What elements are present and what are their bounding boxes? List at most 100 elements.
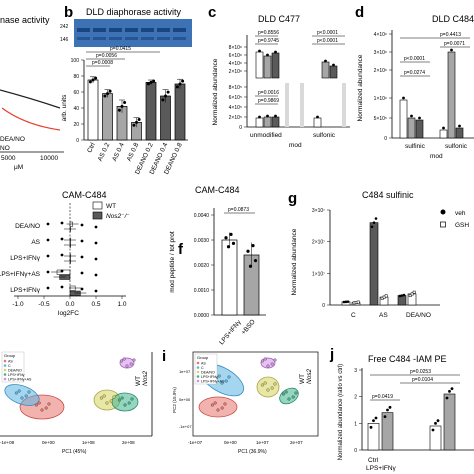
panel-h-xtick-0: -1e+08: [0, 440, 15, 445]
panel-b-ylabel: arb. units: [61, 94, 68, 121]
panel-c-ytick-label: 8×10⁶: [229, 45, 242, 51]
panel-h-legend-title: Group: [4, 353, 16, 358]
panel-i-legend-item-label: LPS+IFNγ: [201, 375, 218, 379]
panel-g-point: [342, 300, 346, 304]
panel-c-ytick-label: 6×10⁵: [229, 95, 242, 101]
panel-f-point: [246, 249, 250, 253]
panel-h-point: [112, 395, 116, 399]
panel-d-pvalue-2: p=0.0071: [444, 41, 465, 47]
panel-h-point: [17, 389, 21, 393]
panel-f-title: CAM-C484: [195, 185, 240, 195]
panel-g-y-ticks: 0 1×10⁷ 2×10⁷ 3×10⁷: [312, 208, 330, 309]
panel-b-marker-242: 242: [60, 24, 69, 30]
panel-b-point: [132, 123, 136, 127]
panel-j-point: [434, 421, 437, 425]
panel-b-marker-146: 146: [60, 37, 69, 43]
panel-i-point: [216, 408, 220, 412]
panel-d-pvalue-3: p<0.0001: [404, 56, 425, 62]
panel-e-point: [60, 237, 64, 241]
panel-i-point: [284, 390, 288, 394]
panel-b-point: [137, 118, 141, 122]
panel-d-point: [402, 96, 405, 100]
panel-h-point: [130, 397, 134, 401]
panel-b-xtick-label: AS 0.8: [126, 142, 141, 163]
panel-i-point: [273, 358, 277, 362]
panel-h-cluster-purple: [119, 357, 135, 369]
panel-g-ytick-label: 0: [322, 303, 325, 309]
panel-c-point: [324, 59, 327, 63]
panel-e-xtick-label: 0.0: [65, 301, 74, 308]
panel-a-line-dea: [0, 89, 61, 109]
panel-b-gel-band: [125, 37, 138, 40]
panel-h-points: [14, 357, 136, 412]
panel-e-category-label: LPS+IFNγ: [10, 287, 41, 294]
panel-i-point: [223, 402, 227, 406]
panel-g-xcat-c: C: [351, 312, 356, 319]
panel-d-bar: [415, 119, 424, 139]
panel-j-point: [372, 419, 375, 423]
panel-j-pvalue-1: p=0.0253: [410, 369, 431, 375]
panel-f-bar: [221, 239, 238, 316]
panel-i-label: i: [162, 348, 166, 365]
panel-j-bar: [367, 423, 380, 451]
panel-f: f CAM-C484 mod peptide / tot prot 0.0000…: [169, 185, 266, 346]
panel-i-cluster-yellow: [256, 376, 280, 398]
panel-i-point: [260, 383, 264, 387]
panel-f-ytick-label: 0.0000: [194, 313, 210, 319]
panel-c-xcat-unmodified: unmodified: [250, 132, 282, 139]
panel-d-point: [442, 126, 445, 130]
panel-c-ytick-label: 4×10⁶: [229, 61, 242, 67]
panel-j-ytick-label: 3: [354, 368, 357, 374]
panel-g-legend-gsh-marker: [440, 221, 446, 228]
panel-b-point: [91, 78, 95, 82]
panel-h-xtick-2: 1e+08: [82, 440, 95, 445]
panel-f-pvalue: p=0.0873: [228, 207, 249, 213]
panel-h-cluster-green: [111, 392, 139, 412]
panel-c-ytick-label: 8×10⁵: [229, 85, 242, 91]
panel-i-point: [263, 357, 267, 361]
panel-i-legend-item-label: LPS+IFNγ+AS: [201, 380, 225, 384]
panel-b-gel-band: [141, 37, 154, 40]
panel-f-ytick-label: 0.0040: [194, 213, 210, 219]
panel-h-point: [129, 362, 133, 366]
panel-b-point: [178, 82, 182, 86]
panel-a-xlabel: μM: [14, 164, 23, 171]
panel-b-bar: [145, 82, 157, 141]
panel-j-point: [388, 405, 392, 409]
panel-g-point: [402, 293, 406, 297]
panel-e-point: [94, 273, 98, 277]
panel-g-ylabel: Normalized abundance: [291, 228, 298, 295]
panel-e-point: [46, 270, 50, 274]
panel-d-bars: [399, 48, 464, 139]
panel-e-point: [46, 238, 50, 242]
panel-c-pvalue-6: p=0.9869: [258, 98, 279, 104]
panel-a-legend-dea: DEA/NO: [0, 136, 25, 143]
panel-b-bar: [160, 95, 171, 141]
panel-b-point: [161, 98, 165, 102]
panel-g-point: [412, 290, 416, 294]
panel-i-legend-box: [194, 353, 218, 385]
panel-e-title: CAM-C484: [62, 190, 107, 200]
panel-c-bars: [255, 49, 346, 128]
panel-b-pvalue-2: p=0.0056: [96, 53, 117, 59]
panel-d-xcat-sulfonic: sulfonic: [445, 143, 468, 150]
panel-e-xlabel: log2FC: [58, 310, 79, 317]
panel-j-ylabel: Normalized abundance (ratio vs ctrl): [338, 364, 344, 460]
panel-b-gel-bands: [77, 28, 186, 40]
panel-i: i PC2 (15.9%) 1e+07 0e+00 -1e+07 Group A…: [162, 348, 319, 455]
panel-i-point: [224, 379, 228, 383]
panel-e-xtick-label: 0.5: [91, 301, 100, 308]
panel-e-point: [80, 287, 84, 291]
panel-b-bar: [174, 83, 186, 141]
panel-c-bar: [263, 55, 272, 79]
panel-h-legend-item-marker: [3, 373, 7, 376]
panel-g-point: [346, 300, 350, 303]
panel-b-point: [166, 90, 170, 94]
panel-d-xcat-sulfinic: sulfinic: [405, 143, 426, 150]
panel-j-bars: [367, 387, 456, 451]
panel-d-bar: [407, 117, 416, 139]
panel-d-bar: [439, 129, 448, 139]
